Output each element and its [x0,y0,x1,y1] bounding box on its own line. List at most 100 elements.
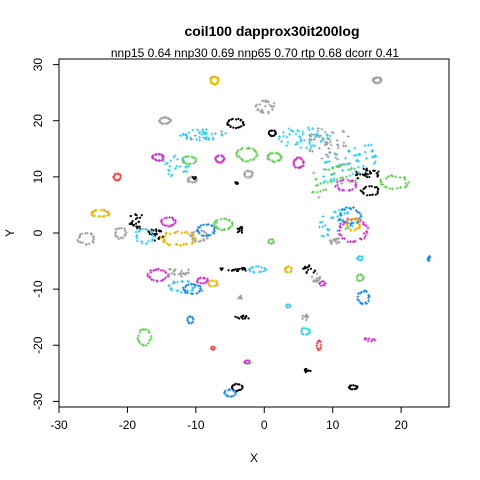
data-point [343,237,346,240]
data-point [169,159,172,162]
data-point [319,182,322,185]
data-point [164,235,167,238]
data-point [359,173,361,175]
data-point [285,144,288,147]
data-point [355,209,358,212]
data-point [351,173,354,176]
data-point [367,144,370,147]
cluster-gray [237,295,243,301]
data-point [149,271,152,274]
cluster-blue [186,315,194,324]
data-point [330,144,333,147]
data-point [217,227,220,230]
data-point [319,190,322,193]
cluster-black [237,226,244,234]
data-point [336,215,339,218]
data-point [316,130,319,133]
data-point [84,232,87,235]
y-tick-label: -10 [31,280,45,298]
data-point [255,265,258,268]
data-point [164,276,167,279]
y-tick-label: -30 [31,392,45,410]
data-point [305,147,308,150]
data-point [358,225,361,228]
data-point [356,211,359,214]
data-point [234,316,236,318]
data-point [145,242,148,245]
data-point [358,223,361,226]
data-point [324,131,327,134]
data-point [241,387,243,389]
data-point [313,271,315,273]
data-point [407,181,410,184]
data-point [320,344,323,347]
data-point [240,125,242,127]
data-point [362,165,365,168]
x-tick-label: 0 [261,418,268,432]
data-point [114,228,117,231]
cluster-green [266,151,283,163]
data-point [322,235,325,238]
data-point [260,266,263,269]
data-point [394,175,397,178]
data-point [192,162,195,165]
data-point [198,136,201,139]
data-point [257,265,260,268]
x-tick-label: -30 [50,418,68,432]
data-point [135,231,138,234]
data-point [354,181,357,184]
data-point [282,131,285,134]
cluster-black [302,264,316,274]
y-tick-label: 10 [31,170,45,184]
data-point [264,105,267,108]
data-point [347,135,350,138]
data-point [213,285,216,288]
data-point [363,174,365,176]
data-point [319,221,322,224]
data-point [286,136,289,139]
data-point [179,244,182,247]
data-point [357,166,360,169]
data-point [273,129,275,131]
data-point [88,242,91,245]
data-point [149,233,151,235]
data-point [243,267,245,269]
data-point [308,369,310,371]
data-point [322,215,325,218]
data-point [387,175,390,178]
data-point [369,194,371,196]
data-point [301,133,304,136]
data-point [321,225,324,228]
data-point [241,316,243,318]
data-point [139,217,141,219]
data-point [194,177,196,179]
data-point [365,230,368,233]
data-point [214,132,217,135]
data-point [141,214,143,216]
data-point [136,214,138,216]
data-point [307,269,309,271]
data-point [352,384,354,386]
data-point [309,370,311,372]
data-point [129,223,131,225]
data-point [303,267,305,269]
data-point [352,206,355,209]
data-point [327,147,330,150]
data-point [137,221,139,223]
data-point [187,165,190,168]
cluster-cyan [300,327,311,336]
data-point [308,150,311,153]
cluster-blue [426,255,431,262]
data-point [366,232,369,235]
cluster-magenta [243,359,251,365]
data-point [355,171,357,173]
data-point [259,103,262,106]
x-tick-label: -20 [119,418,137,432]
data-point [374,186,376,188]
data-point [366,194,368,196]
data-point [377,170,379,172]
data-point [363,168,365,170]
y-axis: -30-20-100102030 [31,58,59,410]
cluster-magenta [214,154,226,164]
